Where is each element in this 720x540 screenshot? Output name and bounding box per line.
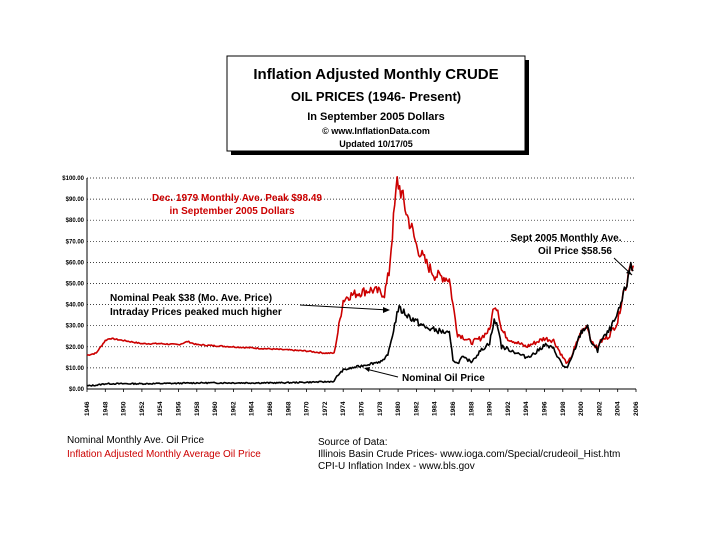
y-axis-ticks: $0.00 $10.00 $20.00 $30.00 $40.00 $50.00 $60.0… bbox=[62, 176, 84, 393]
annotation-sept2005-line-2: Oil Price $58.56 bbox=[538, 246, 612, 257]
x-tick-label: 1952 bbox=[139, 401, 146, 416]
y-tick-label: $20.00 bbox=[66, 345, 85, 351]
y-tick-label: $30.00 bbox=[66, 324, 85, 330]
annotation-nominal-peak-arrow bbox=[299, 304, 389, 311]
y-tick-label: $0.00 bbox=[69, 387, 85, 393]
x-tick-label: 1978 bbox=[377, 401, 384, 416]
x-tick-label: 1950 bbox=[121, 401, 128, 416]
x-tick-label: 1946 bbox=[84, 401, 91, 416]
x-tick-label: 1986 bbox=[450, 401, 457, 416]
annotation-nominal-price-arrow bbox=[365, 368, 399, 378]
title-line-1: Inflation Adjusted Monthly CRUDE bbox=[253, 66, 498, 83]
x-tick-label: 1988 bbox=[468, 401, 475, 416]
x-tick-label: 1994 bbox=[523, 401, 530, 416]
x-tick-label: 1968 bbox=[285, 401, 292, 416]
x-tick-label: 1948 bbox=[102, 401, 109, 416]
x-tick-label: 1962 bbox=[230, 401, 237, 416]
x-tick-label: 1980 bbox=[395, 401, 402, 416]
series-line-nominal bbox=[86, 261, 634, 387]
title-line-3: In September 2005 Dollars bbox=[307, 111, 445, 123]
title-line-5: Updated 10/17/05 bbox=[339, 139, 413, 149]
x-tick-label: 1990 bbox=[487, 401, 494, 416]
y-tick-label: $60.00 bbox=[66, 260, 85, 266]
x-tick-label: 1964 bbox=[249, 401, 256, 416]
x-axis-ticks: 1946 1948 1950 1952 1954 1956 1958 1960 1962 1964… bbox=[84, 389, 640, 416]
annotation-sept2005-arrowhead bbox=[626, 270, 632, 275]
x-tick-label: 1996 bbox=[542, 401, 549, 416]
x-tick-label: 1954 bbox=[157, 401, 164, 416]
x-tick-label: 1966 bbox=[267, 401, 274, 416]
y-tick-label: $70.00 bbox=[66, 239, 85, 245]
annotation-nominal-price-arrowhead bbox=[364, 367, 370, 372]
annotation-sept2005-line-1: Sept 2005 Monthly Ave. bbox=[511, 233, 622, 244]
annotation-real-peak-line-1: Dec. 1979 Monthly Ave. Peak $98.49 bbox=[152, 193, 322, 204]
y-tick-label: $80.00 bbox=[66, 218, 85, 224]
y-tick-label: $10.00 bbox=[66, 366, 85, 372]
series-line-inflation-adjusted bbox=[86, 176, 635, 364]
annotation-real-peak-line-2: in September 2005 Dollars bbox=[169, 206, 294, 217]
y-tick-label: $40.00 bbox=[66, 303, 85, 309]
source-line-2: Illinois Basin Crude Prices- www.ioga.co… bbox=[318, 449, 620, 460]
x-tick-label: 2004 bbox=[615, 401, 622, 416]
x-tick-label: 1974 bbox=[340, 401, 347, 416]
x-tick-label: 1956 bbox=[176, 401, 183, 416]
x-tick-label: 2000 bbox=[578, 401, 585, 416]
title-box bbox=[226, 55, 526, 152]
x-tick-label: 1998 bbox=[560, 401, 567, 416]
legend-inflation-adjusted: Inflation Adjusted Monthly Average Oil P… bbox=[67, 449, 261, 460]
x-tick-label: 2006 bbox=[633, 401, 640, 416]
source-line-3: CPI-U Inflation Index - www.bls.gov bbox=[318, 461, 475, 472]
x-tick-label: 1970 bbox=[304, 401, 311, 416]
annotation-nominal-peak-line-2: Intraday Prices peaked much higher bbox=[110, 307, 282, 318]
y-tick-label: $100.00 bbox=[62, 176, 84, 182]
title-line-2: OIL PRICES (1946- Present) bbox=[291, 89, 461, 104]
title-line-4: © www.InflationData.com bbox=[322, 126, 430, 136]
y-tick-label: $50.00 bbox=[66, 282, 85, 288]
x-tick-label: 1984 bbox=[432, 401, 439, 416]
x-tick-label: 1972 bbox=[322, 401, 329, 416]
x-tick-label: 1982 bbox=[413, 401, 420, 416]
source-line-1: Source of Data: bbox=[318, 437, 387, 448]
annotation-nominal-peak-arrowhead bbox=[383, 307, 390, 313]
annotation-nominal-peak-line-1: Nominal Peak $38 (Mo. Ave. Price) bbox=[110, 293, 272, 304]
annotation-nominal-price: Nominal Oil Price bbox=[402, 373, 485, 384]
x-tick-label: 1960 bbox=[212, 401, 219, 416]
x-tick-label: 1992 bbox=[505, 401, 512, 416]
x-tick-label: 2002 bbox=[596, 401, 603, 416]
x-tick-label: 1958 bbox=[194, 401, 201, 416]
x-tick-label: 1976 bbox=[359, 401, 366, 416]
y-tick-label: $90.00 bbox=[66, 197, 85, 203]
legend-nominal: Nominal Monthly Ave. Oil Price bbox=[67, 435, 205, 446]
